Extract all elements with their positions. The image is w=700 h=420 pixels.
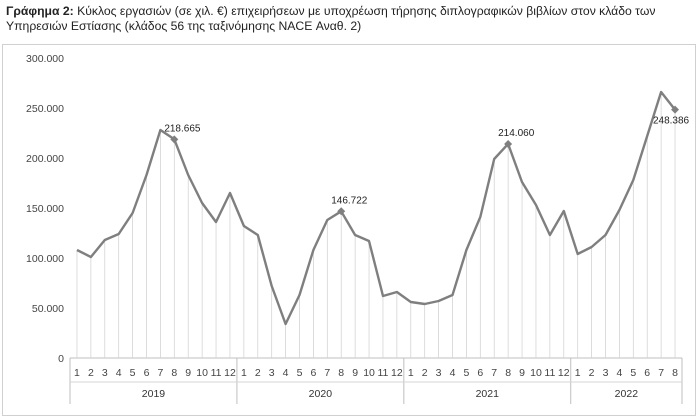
month-tick-label: 2 <box>255 367 261 379</box>
y-tick-label: 150.000 <box>26 203 64 215</box>
month-tick-label: 8 <box>505 367 511 379</box>
month-tick-label: 2 <box>422 367 428 379</box>
month-tick-label: 8 <box>338 367 344 379</box>
year-label: 2019 <box>142 388 166 400</box>
year-label: 2022 <box>615 388 639 400</box>
month-tick-label: 1 <box>575 367 581 379</box>
month-tick-label: 11 <box>211 367 222 379</box>
month-tick-label: 8 <box>672 367 678 379</box>
month-tick-label: 6 <box>644 367 650 379</box>
y-tick-label: 50.000 <box>32 303 64 315</box>
month-tick-label: 10 <box>530 367 542 379</box>
year-label: 2020 <box>309 388 333 400</box>
month-tick-label: 2 <box>589 367 595 379</box>
month-tick-label: 12 <box>391 367 403 379</box>
caption-text: Κύκλος εργασιών (σε χιλ. €) επιχειρήσεων… <box>6 4 656 33</box>
month-tick-label: 6 <box>144 367 150 379</box>
data-label: 218.665 <box>164 123 201 134</box>
data-point-marker <box>671 105 680 114</box>
y-tick-label: 250.000 <box>26 103 64 115</box>
data-label: 248.386 <box>653 116 690 127</box>
month-tick-label: 8 <box>171 367 177 379</box>
month-tick-label: 1 <box>241 367 247 379</box>
month-tick-label: 4 <box>450 367 456 379</box>
data-point-marker <box>337 207 346 216</box>
month-tick-label: 1 <box>74 367 80 379</box>
month-tick-label: 4 <box>616 367 622 379</box>
month-tick-label: 7 <box>157 367 163 379</box>
month-tick-label: 5 <box>297 367 303 379</box>
y-tick-label: 0 <box>58 353 64 365</box>
month-tick-label: 10 <box>196 367 208 379</box>
month-tick-label: 9 <box>352 367 358 379</box>
month-tick-label: 3 <box>269 367 275 379</box>
y-tick-label: 200.000 <box>26 153 64 165</box>
month-tick-label: 7 <box>324 367 330 379</box>
month-tick-label: 3 <box>603 367 609 379</box>
month-tick-label: 3 <box>436 367 442 379</box>
month-tick-label: 5 <box>463 367 469 379</box>
month-tick-label: 4 <box>283 367 289 379</box>
month-tick-label: 11 <box>378 367 389 379</box>
month-tick-label: 1 <box>408 367 414 379</box>
month-tick-label: 12 <box>558 367 570 379</box>
data-point-marker <box>504 139 513 148</box>
year-label: 2021 <box>476 388 500 400</box>
month-tick-label: 9 <box>185 367 191 379</box>
data-label: 214.060 <box>498 128 535 139</box>
chart-frame <box>2 44 696 416</box>
month-tick-label: 9 <box>519 367 525 379</box>
month-tick-label: 11 <box>544 367 555 379</box>
caption-label: Γράφημα 2: <box>6 4 74 18</box>
series-line <box>76 90 676 326</box>
month-tick-label: 7 <box>658 367 664 379</box>
month-tick-label: 7 <box>491 367 497 379</box>
y-tick-label: 300.000 <box>26 53 64 65</box>
month-tick-label: 5 <box>630 367 636 379</box>
month-tick-label: 6 <box>310 367 316 379</box>
month-tick-label: 4 <box>116 367 122 379</box>
data-point-marker <box>170 135 179 144</box>
month-tick-label: 10 <box>363 367 375 379</box>
data-label: 146.722 <box>331 195 368 206</box>
month-tick-label: 6 <box>477 367 483 379</box>
month-tick-label: 12 <box>224 367 236 379</box>
month-tick-label: 5 <box>130 367 136 379</box>
figure-caption: Γράφημα 2: Κύκλος εργασιών (σε χιλ. €) ε… <box>6 4 696 34</box>
month-tick-label: 2 <box>88 367 94 379</box>
month-tick-label: 3 <box>102 367 108 379</box>
y-tick-label: 100.000 <box>26 253 64 265</box>
